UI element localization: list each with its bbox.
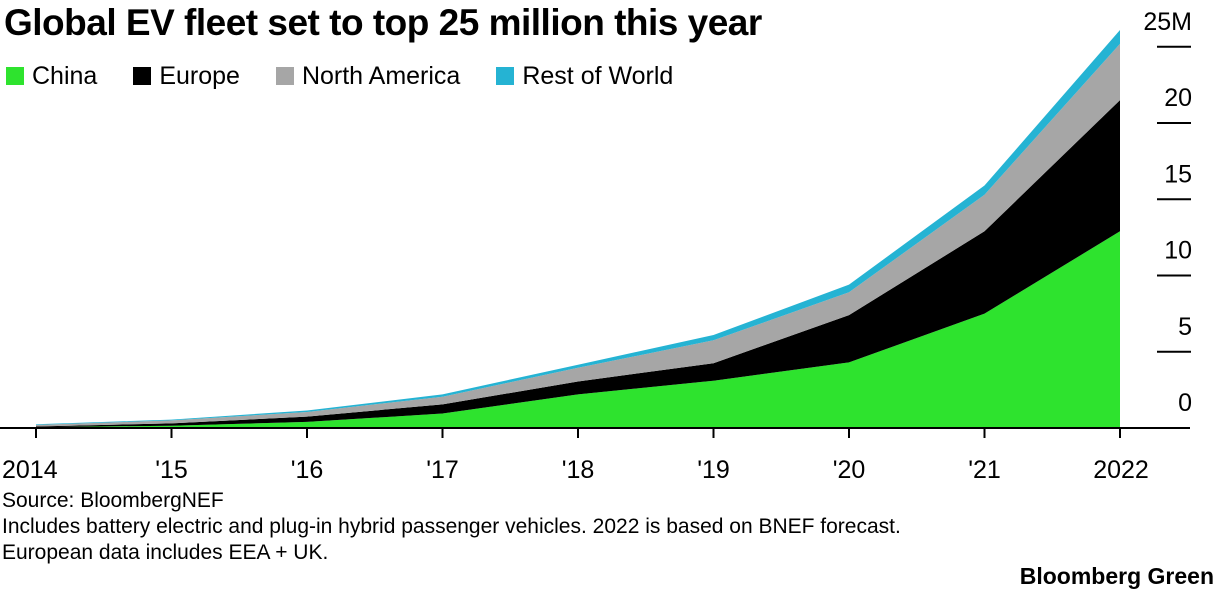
legend-label-china: China xyxy=(32,61,98,90)
legend-label-north-america: North America xyxy=(301,61,461,90)
x-tick-label-6: '20 xyxy=(833,456,866,484)
legend-item-china: China xyxy=(6,62,97,91)
x-tick-label-1: '15 xyxy=(155,456,188,484)
brand-logo: Bloomberg Green xyxy=(1019,563,1214,589)
legend-swatch-north-america xyxy=(275,67,294,85)
legend-label-rest-of-world: Rest of World xyxy=(522,61,674,90)
legend-label-europe: Europe xyxy=(159,61,240,90)
region-note: European data includes EEA + UK. xyxy=(2,541,329,564)
legend-item-north-america: North America xyxy=(275,61,461,91)
y-tick-label-0: 0 xyxy=(1178,389,1192,417)
x-tick-label-8: 2022 xyxy=(1093,456,1149,484)
methodology-note: Includes battery electric and plug-in hy… xyxy=(2,515,901,538)
x-tick-label-3: '17 xyxy=(426,456,459,484)
legend-swatch-china xyxy=(6,67,24,85)
chart-title: Global EV fleet set to top 25 million th… xyxy=(4,2,762,43)
x-tick-label-7: '21 xyxy=(968,456,1001,484)
x-tick-label-2: '16 xyxy=(291,456,324,484)
y-tick-label-1: 5 xyxy=(1178,313,1192,341)
area-china xyxy=(36,231,1120,428)
chart-legend: China Europe North America Rest of World xyxy=(6,60,709,92)
y-tick-label-5: 25M xyxy=(1143,8,1192,36)
legend-item-europe: Europe xyxy=(133,62,240,91)
x-tick-label-4: '18 xyxy=(562,456,595,484)
x-tick-label-0: 2014 xyxy=(2,456,58,484)
x-tick-label-5: '19 xyxy=(697,456,730,484)
y-tick-label-4: 20 xyxy=(1164,84,1192,112)
legend-swatch-rest-of-world xyxy=(496,67,515,85)
legend-item-rest-of-world: Rest of World xyxy=(496,62,673,91)
legend-swatch-europe xyxy=(133,67,152,85)
y-tick-label-3: 15 xyxy=(1164,160,1192,188)
y-tick-label-2: 10 xyxy=(1164,237,1192,265)
area-europe xyxy=(36,100,1120,428)
source-note: Source: BloombergNEF xyxy=(2,489,224,512)
